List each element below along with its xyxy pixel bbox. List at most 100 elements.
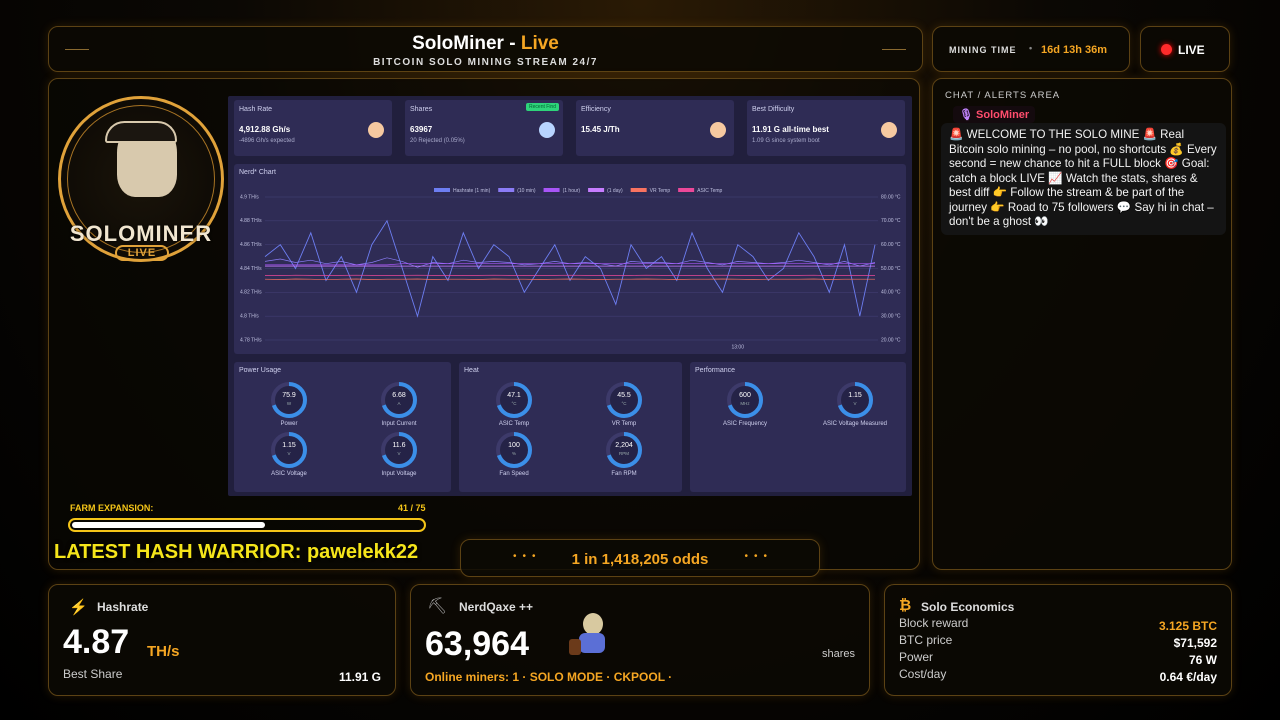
gauge-arc — [606, 432, 642, 468]
gauge-unit: °C — [511, 401, 517, 406]
gauge-arc — [837, 382, 873, 418]
figure-head — [583, 613, 603, 635]
gauge-value: 100 — [508, 442, 520, 449]
series-line — [264, 278, 875, 281]
figure-bag — [569, 639, 581, 655]
live-text: LIVE — [1178, 43, 1205, 57]
sub-value: 11.91 G — [338, 670, 381, 684]
card-title: Best Difficulty — [752, 106, 795, 113]
gauge-ring — [606, 382, 642, 418]
gauge-unit: W — [286, 401, 292, 406]
card-title: Solo Economics — [921, 600, 1015, 614]
card-title: NerdQaxe ++ — [459, 600, 534, 614]
figure-body — [579, 633, 605, 653]
gauge-unit: °C — [621, 401, 627, 406]
group-title: Power Usage — [239, 367, 282, 374]
row-label: Block reward — [899, 616, 969, 630]
logo-ring — [67, 105, 215, 253]
gauge-ring — [271, 432, 307, 468]
gauge-ring — [496, 432, 532, 468]
gauge-ring — [271, 382, 307, 418]
gauge-arc — [496, 432, 532, 468]
farm-label: FARM EXPANSION: — [70, 503, 154, 513]
miner-footer: Online miners: 1 · SOLO MODE · CKPOOL · — [425, 670, 673, 684]
gauge-unit: V — [397, 451, 401, 456]
divider — [65, 49, 89, 50]
gauge-arc — [496, 382, 532, 418]
chat-panel: CHAT / ALERTS AREA 🎙 SoloMiner 🚨 WELCOME… — [932, 78, 1232, 570]
row-value: 76 W — [1188, 653, 1217, 667]
gauge: 47.1 °C ASIC Temp — [469, 380, 559, 427]
separator: • — [1029, 43, 1033, 53]
gauge-ring — [837, 382, 873, 418]
y2-tick-label: 80.00 °C — [881, 194, 901, 200]
y2-tick-label: 70.00 °C — [881, 218, 901, 224]
series-line — [264, 219, 876, 318]
gauge-label: ASIC Voltage — [271, 471, 307, 477]
group-title: Heat — [464, 367, 479, 374]
stat-card: Best Difficulty 11.91 G all-time best 1.09… — [747, 100, 905, 156]
miner-figure — [569, 595, 615, 659]
legend-swatch — [434, 188, 450, 192]
chat-user: 🎙 SoloMiner — [953, 106, 1036, 123]
gauge-unit: V — [853, 401, 857, 406]
gauge-label: ASIC Frequency — [722, 421, 768, 427]
group-title: Performance — [695, 367, 736, 374]
gauge-label: Power — [280, 421, 298, 427]
gauge-ring — [606, 432, 642, 468]
gauge-group: Power Usage 75.9 W Power 6.68 A Input Current 1… — [234, 362, 451, 492]
pick-icon: ⛏ — [427, 598, 448, 615]
gauge-value: 11.6 — [392, 442, 406, 449]
card-title: Efficiency — [581, 106, 611, 113]
y-tick-label: 4.8 TH/s — [240, 313, 259, 319]
mic-icon: 🎙 — [959, 109, 973, 121]
card-title: Shares — [410, 106, 433, 113]
y2-tick-label: 40.00 °C — [881, 290, 901, 296]
gauge-label: ASIC Voltage Measured — [822, 421, 888, 427]
y2-tick-label: 20.00 °C — [881, 337, 901, 343]
chart-panel: Nerd* Chart 4.9 TH/s 4.88 TH/s 4.86 TH/s 4.… — [234, 164, 906, 354]
gauge-unit: RPM — [619, 451, 629, 456]
gauge-arc — [381, 432, 417, 468]
gauge-arc — [381, 382, 417, 418]
gauge-value: 45.5 — [617, 392, 631, 399]
gauge-value: 600 — [739, 392, 751, 399]
gauge: 100% Fan Speed — [469, 430, 559, 477]
legend-label: ASIC Temp — [697, 188, 722, 194]
legend-swatch — [588, 188, 605, 192]
card-icon — [539, 122, 555, 138]
legend-label: Hashrate (1 min) — [453, 188, 491, 194]
title-accent: Live — [520, 33, 559, 54]
farm-bar — [68, 518, 426, 532]
gauge: 6.68 A Input Current — [354, 380, 444, 427]
card-value: 11.91 G all-time best — [752, 125, 829, 134]
gauge-value: 75.9 — [282, 392, 296, 399]
card-note: 20 Rejected (0.05%) — [410, 138, 465, 144]
gauge-label: Fan RPM — [611, 471, 637, 477]
live-dot — [1161, 44, 1172, 55]
miner-card: ⛏ NerdQaxe ++ 63,964 shares Online miner… — [410, 584, 870, 696]
card-icon — [881, 122, 897, 138]
divider — [882, 49, 906, 50]
shares-unit: shares — [821, 648, 855, 660]
sub-label: Best Share — [63, 667, 123, 681]
stat-card: Shares Recent Find 63967 20 Rejected (0.05%… — [405, 100, 563, 156]
row-label: Power — [899, 650, 934, 664]
dots: ••• — [744, 551, 773, 562]
row-label: Cost/day — [899, 667, 947, 681]
gauge-label: ASIC Temp — [498, 421, 530, 427]
nerd-chart: 4.9 TH/s 4.88 TH/s 4.86 TH/s 4.84 TH/s 4.82 … — [240, 188, 901, 351]
row-value: $71,592 — [1173, 636, 1217, 650]
card-value: 63967 — [410, 125, 433, 134]
gauge-arc — [606, 382, 642, 418]
gauge-unit: V — [287, 451, 291, 456]
gauge-value: 2,204 — [615, 442, 633, 449]
stat-card: Efficiency 15.45 J/Th — [576, 100, 734, 156]
legend-label: (10 min) — [517, 188, 536, 194]
y-tick-label: 4.84 TH/s — [240, 266, 262, 272]
hashrate-card: ⚡ Hashrate 4.87 TH/s Best Share 11.91 G — [48, 584, 396, 696]
card-badge: Recent Find — [526, 103, 559, 111]
x-tick-label: 13:00 — [731, 344, 744, 350]
bolt-icon: ⚡ — [69, 599, 88, 616]
y-tick-label: 4.9 TH/s — [240, 194, 259, 200]
